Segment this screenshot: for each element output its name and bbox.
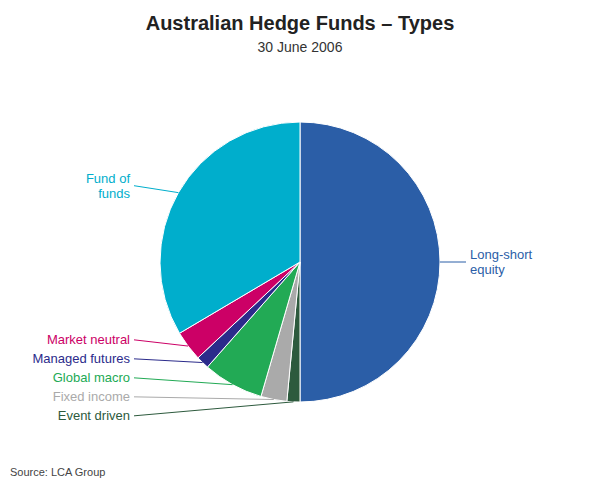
leader-line (440, 262, 466, 263)
chart: Australian Hedge Funds – Types 30 June 20… (0, 0, 600, 486)
labels: Long-shortequity Event driven Fixed income… (32, 171, 532, 424)
leader-line (134, 186, 178, 193)
slice-label: Managed futures (32, 351, 130, 366)
leader-line (134, 402, 293, 416)
slice-label: Event driven (58, 408, 130, 423)
subtitle: 30 June 2006 (258, 39, 343, 55)
leader-line (134, 378, 233, 385)
leader-line (134, 340, 188, 346)
source: Source: LCA Group (10, 466, 105, 478)
slice-label: Market neutral (47, 332, 130, 347)
title: Australian Hedge Funds – Types (146, 12, 455, 34)
leader-line (134, 397, 274, 400)
slice-label: Fund offunds (86, 171, 131, 201)
slice-label: Fixed income (53, 389, 130, 404)
slice (300, 122, 440, 402)
slice (160, 122, 300, 333)
slice-label: Long-shortequity (470, 247, 533, 277)
slice-label: Global macro (53, 370, 130, 385)
slices (160, 122, 440, 402)
leader-line (134, 359, 203, 363)
